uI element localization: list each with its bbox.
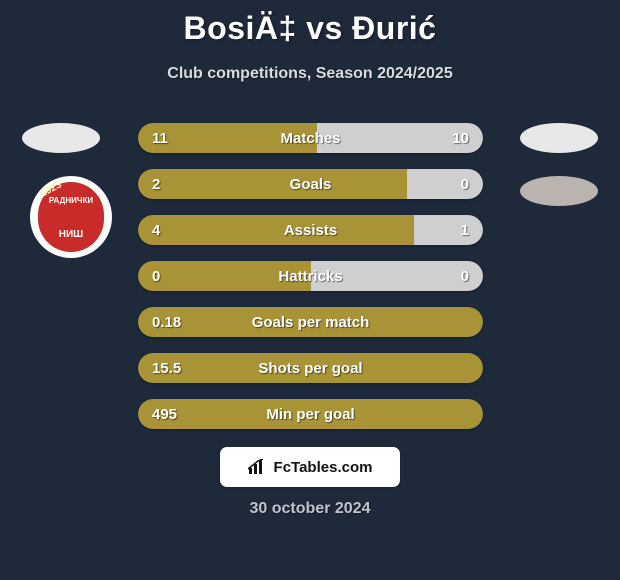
stat-row-goals-per-match: 0.18 Goals per match — [138, 307, 483, 337]
stat-value-right: 0 — [461, 261, 469, 291]
player2-club-badge-placeholder-1 — [520, 123, 598, 153]
stat-label: Hattricks — [138, 261, 483, 291]
stat-label: Goals — [138, 169, 483, 199]
stat-row-goals: 2 Goals 0 — [138, 169, 483, 199]
stat-label: Matches — [138, 123, 483, 153]
stats-bars: 11 Matches 10 2 Goals 0 4 Assists 1 0 Ha… — [138, 123, 483, 445]
snapshot-date: 30 october 2024 — [0, 500, 620, 518]
stat-row-shots-per-goal: 15.5 Shots per goal — [138, 353, 483, 383]
page-title: BosiÄ‡ vs Đurić — [0, 0, 620, 47]
stat-label: Min per goal — [138, 399, 483, 429]
source-badge: FcTables.com — [220, 447, 400, 487]
club-crest-radnicki: РАДНИЧКИ НИШ 1923 — [30, 176, 112, 258]
stat-value-right: 0 — [461, 169, 469, 199]
stat-row-matches: 11 Matches 10 — [138, 123, 483, 153]
subtitle: Club competitions, Season 2024/2025 — [0, 65, 620, 83]
stat-row-min-per-goal: 495 Min per goal — [138, 399, 483, 429]
stat-value-right: 1 — [461, 215, 469, 245]
stat-row-hattricks: 0 Hattricks 0 — [138, 261, 483, 291]
bar-chart-icon — [248, 459, 268, 475]
stat-label: Assists — [138, 215, 483, 245]
stat-value-right: 10 — [452, 123, 469, 153]
crest-bottom-band: НИШ — [38, 216, 104, 252]
stat-label: Goals per match — [138, 307, 483, 337]
player2-club-badge-placeholder-2 — [520, 176, 598, 206]
stat-row-assists: 4 Assists 1 — [138, 215, 483, 245]
source-text: FcTables.com — [274, 459, 373, 476]
player1-club-badge-placeholder — [22, 123, 100, 153]
stat-label: Shots per goal — [138, 353, 483, 383]
